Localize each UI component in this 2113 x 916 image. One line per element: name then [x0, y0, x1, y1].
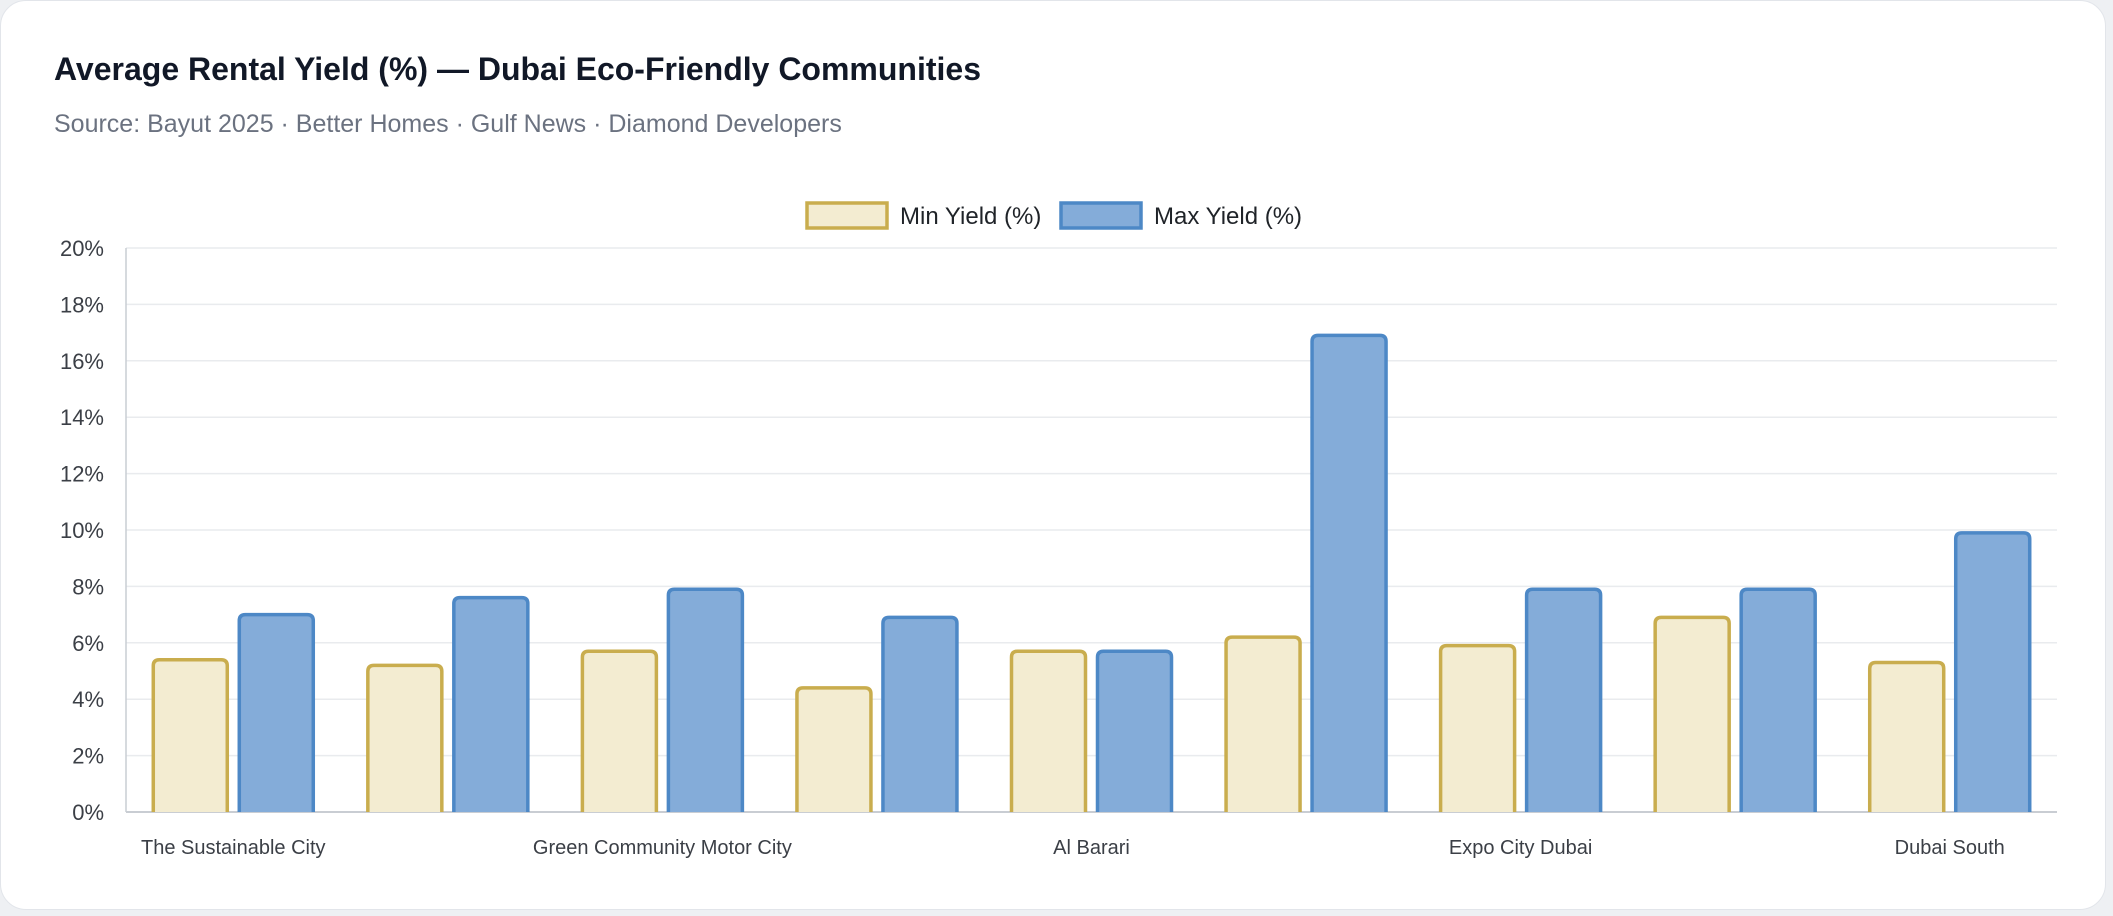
x-tick-label: Dubai South: [1895, 837, 2005, 859]
bar-max-yield: [452, 595, 530, 812]
bar-min-yield: [1867, 660, 1946, 812]
bar-min-yield: [795, 686, 873, 812]
y-tick-label: 8%: [72, 574, 104, 599]
bar-max-yield: [881, 615, 959, 812]
bar-min-yield: [366, 663, 444, 812]
bar-max-yield: [1953, 531, 2032, 812]
bar-max-yield: [1310, 333, 1388, 812]
bar-max-yield: [237, 612, 316, 812]
chart-subtitle: Source: Bayut 2025 · Better Homes · Gulf…: [54, 110, 842, 138]
x-tick-label: Al Barari: [1053, 837, 1130, 859]
y-tick-label: 16%: [60, 349, 104, 374]
legend-swatch-min: [805, 201, 889, 230]
bar-min-yield: [580, 649, 659, 812]
y-tick-label: 4%: [72, 687, 104, 712]
axes: [125, 248, 2057, 813]
gridlines: [126, 247, 2057, 757]
legend-label-min: Min Yield (%): [900, 203, 1041, 230]
bar-min-yield: [151, 657, 230, 812]
y-tick-label: 18%: [60, 292, 104, 317]
legend-swatch-max: [1059, 201, 1143, 230]
bar-max-yield: [666, 587, 745, 812]
bar-min-yield: [1438, 643, 1517, 812]
y-tick-label: 14%: [60, 405, 104, 430]
chart-title: Average Rental Yield (%) — Dubai Eco-Fri…: [54, 51, 981, 87]
y-tick-label: 2%: [72, 744, 104, 769]
bar-max-yield: [1739, 587, 1817, 812]
bar-max-yield: [1095, 649, 1174, 812]
legend-label-max: Max Yield (%): [1154, 203, 1302, 230]
y-tick-label: 6%: [72, 631, 104, 656]
y-tick-label: 0%: [72, 800, 104, 825]
y-tick-label: 12%: [60, 462, 104, 487]
bar-min-yield: [1009, 649, 1088, 812]
y-tick-label: 10%: [60, 518, 104, 543]
tick-labels: 0% 2% 4% 6% 8% 10% 12% 14% 16% 18% 20% The Sustaina…: [60, 236, 2005, 859]
bar-min-yield: [1224, 635, 1302, 812]
bar-min-yield: [1653, 615, 1731, 812]
x-tick-label: Expo City Dubai: [1449, 837, 1592, 859]
x-tick-label: The Sustainable City: [141, 837, 326, 859]
x-tick-label: Green Community Motor City: [533, 837, 792, 859]
legend[interactable]: Min Yield (%) Max Yield (%): [805, 201, 1302, 230]
bars: [151, 333, 2032, 812]
y-tick-label: 20%: [60, 236, 104, 261]
bar-max-yield: [1524, 587, 1603, 812]
